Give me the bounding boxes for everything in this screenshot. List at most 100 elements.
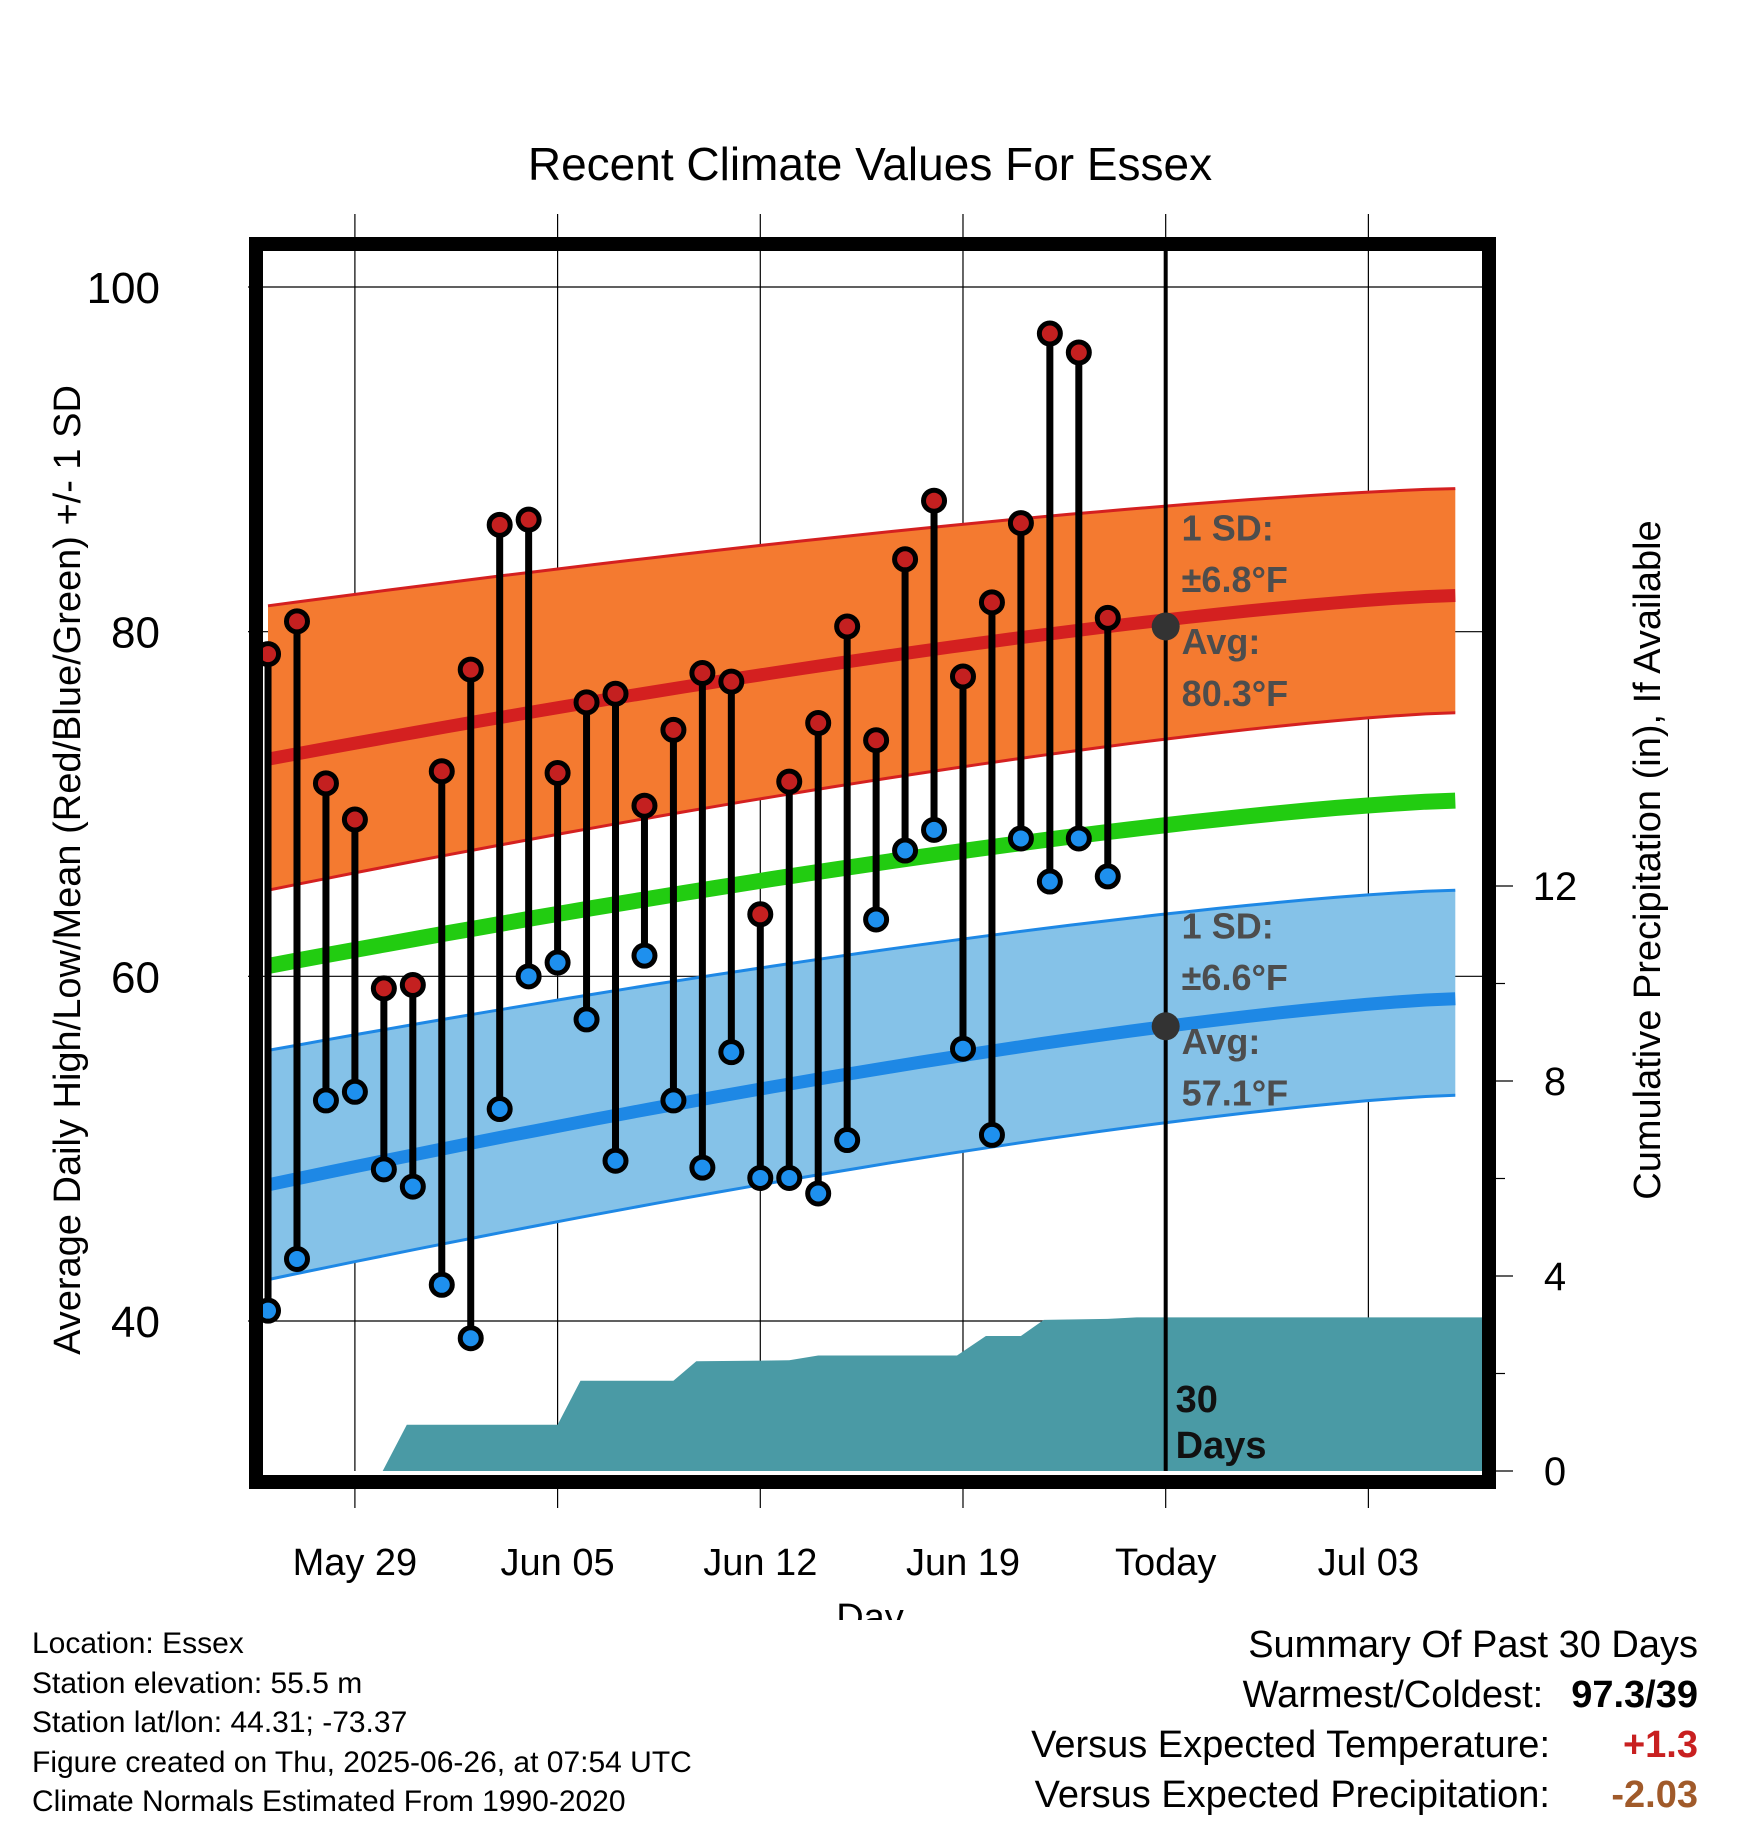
high-temp-point [892, 546, 919, 573]
low-temp-point [399, 1173, 426, 1200]
high-temp-point [573, 689, 600, 716]
summary-title: Summary Of Past 30 Days [798, 1620, 1698, 1670]
precip-value: -2.03 [1611, 1774, 1698, 1816]
summary-warm-cold: Warmest/Coldest: 97.3/39 [798, 1670, 1698, 1720]
plot-area: 1 SD: ±6.8°F Avg: 80.3°F 1 SD: ±6.6°F Avg: 57.1… [87, 214, 1578, 1584]
summary-temp: Versus Expected Temperature: +1.3 [798, 1720, 1698, 1770]
summary-panel: Summary Of Past 30 Days Warmest/Coldest:… [798, 1620, 1698, 1820]
high-temp-point [428, 758, 455, 785]
warm-cold-label: Warmest/Coldest: [1242, 1674, 1544, 1716]
low-temp-point [1036, 868, 1063, 895]
low-temp-point [834, 1127, 861, 1154]
low-temp-point [602, 1147, 629, 1174]
high-sd-band-upper-edge [267, 487, 1456, 608]
low-temp-point [631, 942, 658, 969]
today-high-avg-marker [1151, 612, 1180, 641]
low-temp-point [949, 1035, 976, 1062]
y2-axis-label: Cumulative Precipitation (in), If Availa… [1627, 520, 1669, 1199]
high-temp-point [312, 770, 339, 797]
info-elevation: Station elevation: 55.5 m [32, 1666, 363, 1700]
low-temp-point [370, 1156, 397, 1183]
low-temp-point [544, 949, 571, 976]
low-temp-point [428, 1271, 455, 1298]
low-temp-point [776, 1164, 803, 1191]
low-temp-point [978, 1121, 1005, 1148]
low-temp-point [660, 1087, 687, 1114]
high-temp-point [1036, 320, 1063, 347]
high-temp-point [921, 487, 948, 514]
temp-value: +1.3 [1622, 1724, 1698, 1766]
high-sd-band-lower-edge [267, 711, 1456, 892]
high-temp-point [457, 656, 484, 683]
low-temp-point [1065, 825, 1092, 852]
y2-tick-label: 4 [1544, 1255, 1566, 1299]
warm-cold-value: 97.3/39 [1571, 1674, 1698, 1716]
low-temp-point [312, 1087, 339, 1114]
y2-tick-label: 12 [1533, 865, 1578, 909]
precip-label: Versus Expected Precipitation: [1034, 1774, 1550, 1816]
y-tick-label: 80 [111, 609, 160, 658]
low-sd-band-upper-edge [267, 888, 1456, 1052]
info-latlon: Station lat/lon: 44.31; -73.37 [32, 1706, 408, 1739]
high-avg-label: Avg: [1182, 621, 1261, 662]
high-temp-point [718, 668, 745, 695]
low-sd-band [268, 890, 1456, 1280]
high-temp-point [631, 792, 658, 819]
today-low-avg-marker [1151, 1012, 1180, 1041]
info-normals: Climate Normals Estimated From 1990-2020 [32, 1785, 626, 1818]
high-temp-point [863, 727, 890, 754]
info-location: Location: Essex [32, 1627, 244, 1660]
high-temp-point [689, 660, 716, 687]
low-temp-point [486, 1096, 513, 1123]
low-sd-band-lower-edge [267, 1093, 1456, 1282]
high-temp-point [660, 716, 687, 743]
high-sd-band [268, 488, 1456, 891]
x-tick-label: May 29 [293, 1542, 418, 1584]
high-temp-point [1007, 510, 1034, 537]
low-avg-value: 57.1°F [1182, 1073, 1288, 1114]
x-tick-label: Jul 03 [1318, 1542, 1419, 1584]
x-tick-label: Today [1115, 1542, 1216, 1584]
low-temp-point [457, 1325, 484, 1352]
plot-frame [249, 237, 1496, 1489]
y-tick-label: 60 [111, 953, 160, 1002]
low-temp-point [1007, 825, 1034, 852]
low-temp-point [805, 1180, 832, 1207]
high-temp-point [544, 759, 571, 786]
x-axis-label: Day [836, 1597, 904, 1620]
low-temp-point [921, 816, 948, 843]
stems [264, 333, 1112, 1339]
temp-label: Versus Expected Temperature: [1031, 1724, 1550, 1766]
high-temp-point [834, 613, 861, 640]
high-temp-point [602, 680, 629, 707]
high-temp-point [1065, 339, 1092, 366]
x-tick-label: Jun 19 [906, 1542, 1020, 1584]
low-temp-point [283, 1245, 310, 1272]
low-avg-label: Avg: [1182, 1021, 1261, 1062]
high-temp-point [978, 589, 1005, 616]
high-avg-value: 80.3°F [1182, 673, 1288, 714]
y-tick-label: 40 [111, 1298, 160, 1347]
low-temp-point [573, 1006, 600, 1033]
climate-chart: Recent Climate Values For Essex 1 SD: ±6.… [47, 138, 1669, 1620]
days-label-text: Days [1176, 1425, 1267, 1467]
station-info: Location: Essex Station elevation: 55.5 … [32, 1624, 692, 1822]
y2-tick-label: 0 [1544, 1450, 1566, 1494]
y-tick-label: 100 [87, 264, 160, 313]
chart-title: Recent Climate Values For Essex [528, 138, 1212, 190]
high-temp-point [776, 768, 803, 795]
days-label-number: 30 [1176, 1379, 1218, 1421]
high-sd-label: 1 SD: [1182, 507, 1274, 548]
high-temp-point [515, 506, 542, 533]
high-sd-value: ±6.8°F [1182, 559, 1288, 600]
normal-mean-line [266, 792, 1456, 974]
low-temp-point [718, 1039, 745, 1066]
precipitation-area [268, 1317, 1483, 1471]
high-temp-point [1094, 604, 1121, 631]
x-tick-label: Jun 05 [501, 1542, 615, 1584]
normal-high-line [266, 589, 1456, 766]
high-temp-point [747, 901, 774, 928]
y-axis-label: Average Daily High/Low/Mean (Red/Blue/Gr… [47, 385, 89, 1355]
high-temp-point [283, 608, 310, 635]
low-temp-point [341, 1078, 368, 1105]
